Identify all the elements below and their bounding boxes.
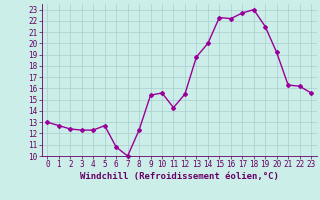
X-axis label: Windchill (Refroidissement éolien,°C): Windchill (Refroidissement éolien,°C) <box>80 172 279 181</box>
